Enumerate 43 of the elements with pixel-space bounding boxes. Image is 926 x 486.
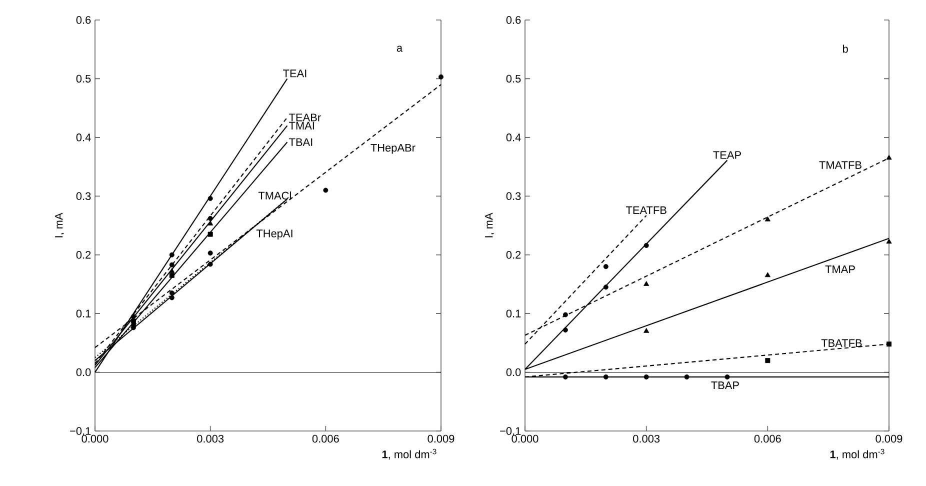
x-tick-label: 0.003 xyxy=(633,434,660,443)
series-label: TEATFB xyxy=(626,206,666,214)
series-label: TMATFB xyxy=(819,161,862,169)
y-axis-title: I, mA xyxy=(55,212,64,238)
series-label: TBAI xyxy=(289,138,312,146)
x-tick-label: 0.003 xyxy=(197,434,224,443)
y-tick-label: 0.0 xyxy=(76,368,91,376)
series-label: TBAP xyxy=(711,382,739,390)
y-tick-label: 0.2 xyxy=(76,250,91,259)
y-tick-label: 0.6 xyxy=(506,16,521,24)
series-label: TBATFB xyxy=(821,339,862,347)
y-tick-label: −0.1 xyxy=(70,427,91,435)
x-tick-label: 0.009 xyxy=(428,434,454,443)
x-tick-label: 0.000 xyxy=(82,434,108,443)
series-label: THepABr xyxy=(370,144,416,154)
x-axis-title: 1, mol dm$^{-3}$ xyxy=(830,448,884,460)
x-tick-label: 0.000 xyxy=(512,434,538,443)
y-tick-label: 0.0 xyxy=(506,368,521,376)
series-label: TMAI xyxy=(289,122,314,130)
y-tick-label: 0.2 xyxy=(506,250,521,259)
series-label: TEAI xyxy=(283,70,306,78)
y-tick-label: 0.3 xyxy=(76,192,91,200)
x-tick-label: 0.006 xyxy=(754,434,781,443)
x-tick-label: 0.009 xyxy=(876,434,902,443)
annotation: a xyxy=(396,46,403,52)
y-tick-label: 0.5 xyxy=(76,74,91,83)
y-tick-label: 0.5 xyxy=(506,74,521,83)
y-tick-label: 0.4 xyxy=(506,134,521,142)
series-label: THepAI xyxy=(256,230,292,240)
series-label: TMACl xyxy=(258,191,291,200)
y-tick-label: −0.1 xyxy=(500,427,521,435)
y-tick-label: 0.3 xyxy=(506,192,521,200)
series-label: TMAP xyxy=(825,266,855,274)
annotation: b xyxy=(842,44,848,53)
series-label: TEAP xyxy=(713,151,741,159)
series-label: TEABr xyxy=(289,114,321,122)
x-axis-title: 1, mol dm$^{-3}$ xyxy=(382,448,436,460)
y-tick-label: 0.6 xyxy=(76,16,91,24)
x-tick-label: 0.006 xyxy=(312,434,339,443)
y-axis-title: I, mA xyxy=(485,212,494,238)
y-tick-label: 0.1 xyxy=(76,310,91,318)
y-tick-label: 0.4 xyxy=(76,134,91,142)
y-tick-label: 0.1 xyxy=(506,310,521,318)
